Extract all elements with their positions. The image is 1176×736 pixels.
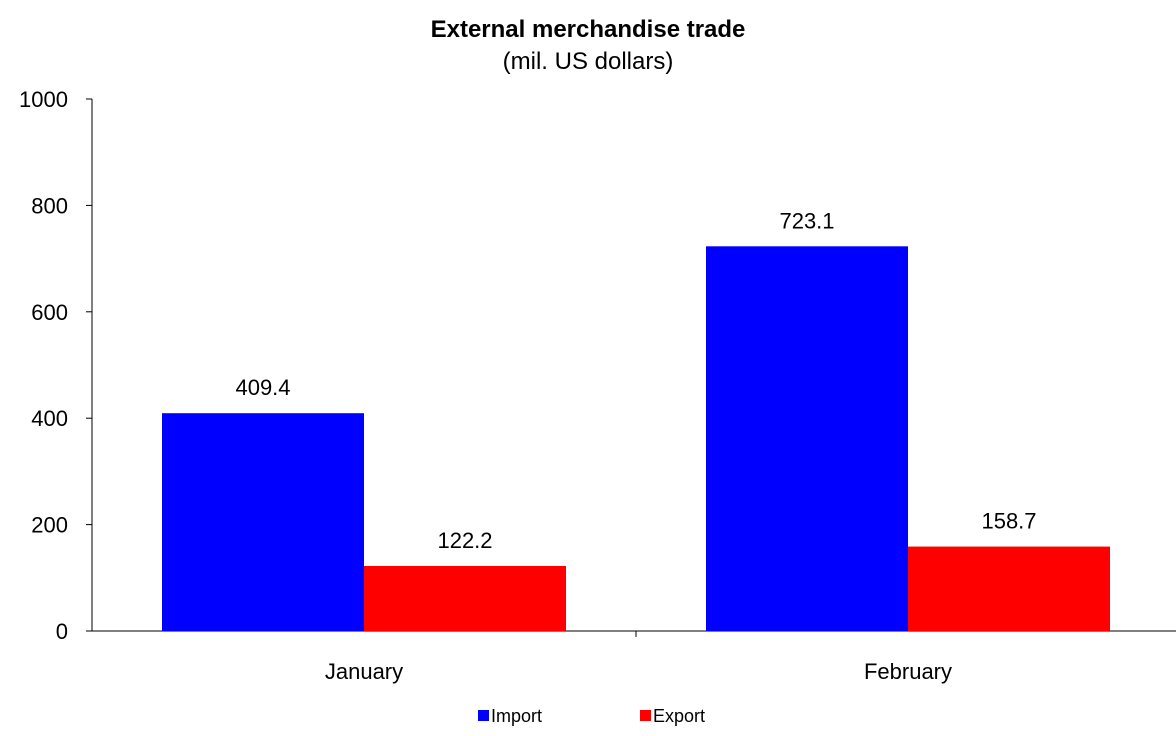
data-label: 122.2	[437, 528, 492, 553]
y-tick-label: 800	[31, 193, 68, 218]
y-tick-label: 400	[31, 406, 68, 431]
y-tick-label: 600	[31, 300, 68, 325]
chart-subtitle: (mil. US dollars)	[502, 48, 674, 75]
bar-export	[364, 565, 566, 631]
x-tick-label: January	[325, 659, 403, 684]
data-label: 409.4	[235, 375, 290, 400]
legend-swatch-import	[478, 710, 489, 721]
y-tick-label: 200	[31, 513, 68, 538]
y-tick-label: 0	[56, 619, 68, 644]
bar-import	[162, 413, 364, 631]
legend-swatch-export	[640, 710, 651, 721]
x-tick-label: February	[864, 659, 952, 684]
chart-title: External merchandise trade	[430, 16, 746, 43]
legend-label: Export	[653, 706, 705, 726]
bar-export	[908, 546, 1110, 631]
data-label: 723.1	[779, 208, 834, 233]
y-tick-label: 1000	[19, 87, 68, 112]
legend-label: Import	[491, 706, 542, 726]
data-label: 158.7	[981, 509, 1036, 534]
bar-import	[706, 246, 908, 632]
